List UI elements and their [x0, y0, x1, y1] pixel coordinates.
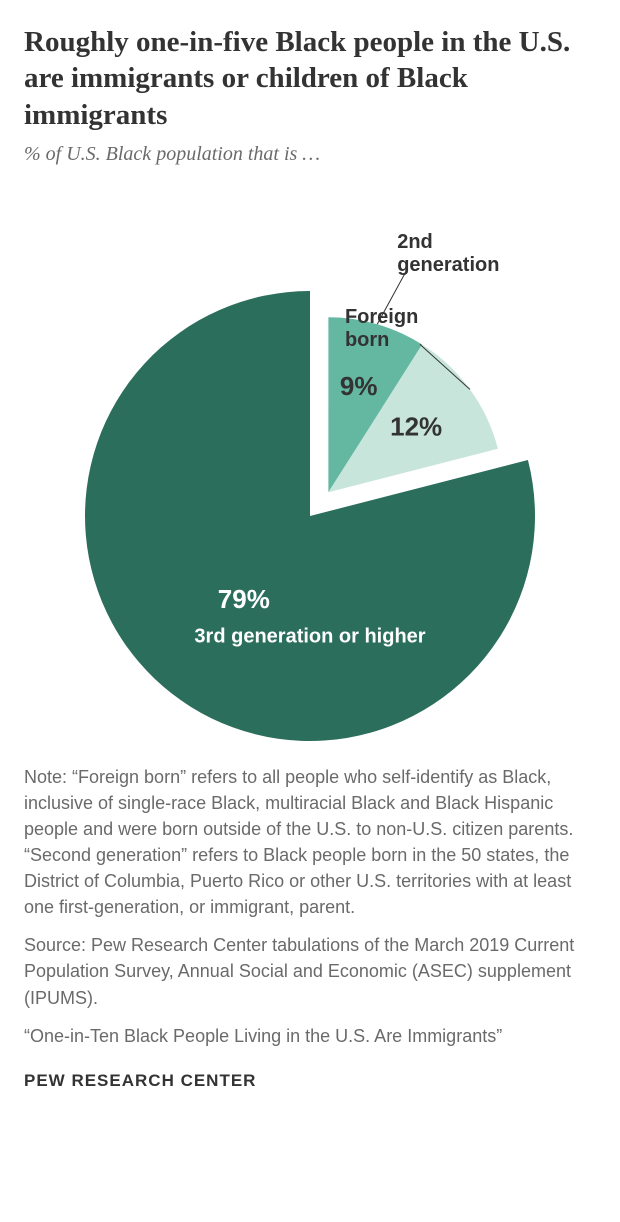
slice-label-external: Foreignborn — [345, 306, 418, 352]
footnote-source: Source: Pew Research Center tabulations … — [24, 932, 596, 1010]
footnote-reference: “One-in-Ten Black People Living in the U… — [24, 1023, 596, 1049]
slice-value: 79% — [218, 584, 270, 614]
slice-value: 9% — [340, 371, 378, 401]
pie-chart: 9% 12% 79% 3rd generation or higher 2ndgene… — [24, 186, 596, 746]
pie-svg: 9% 12% 79% 3rd generation or higher — [24, 186, 596, 746]
page-title: Roughly one-in-five Black people in the … — [24, 24, 596, 133]
footnote-note: Note: “Foreign born” refers to all peopl… — [24, 764, 596, 921]
chart-subtitle: % of U.S. Black population that is … — [24, 143, 596, 166]
slice-label-external: 2ndgeneration — [397, 231, 499, 277]
slice-label-inner: 3rd generation or higher — [194, 625, 425, 647]
slice-value: 12% — [390, 411, 442, 441]
pie-slice — [85, 291, 535, 741]
attribution: PEW RESEARCH CENTER — [24, 1071, 596, 1091]
